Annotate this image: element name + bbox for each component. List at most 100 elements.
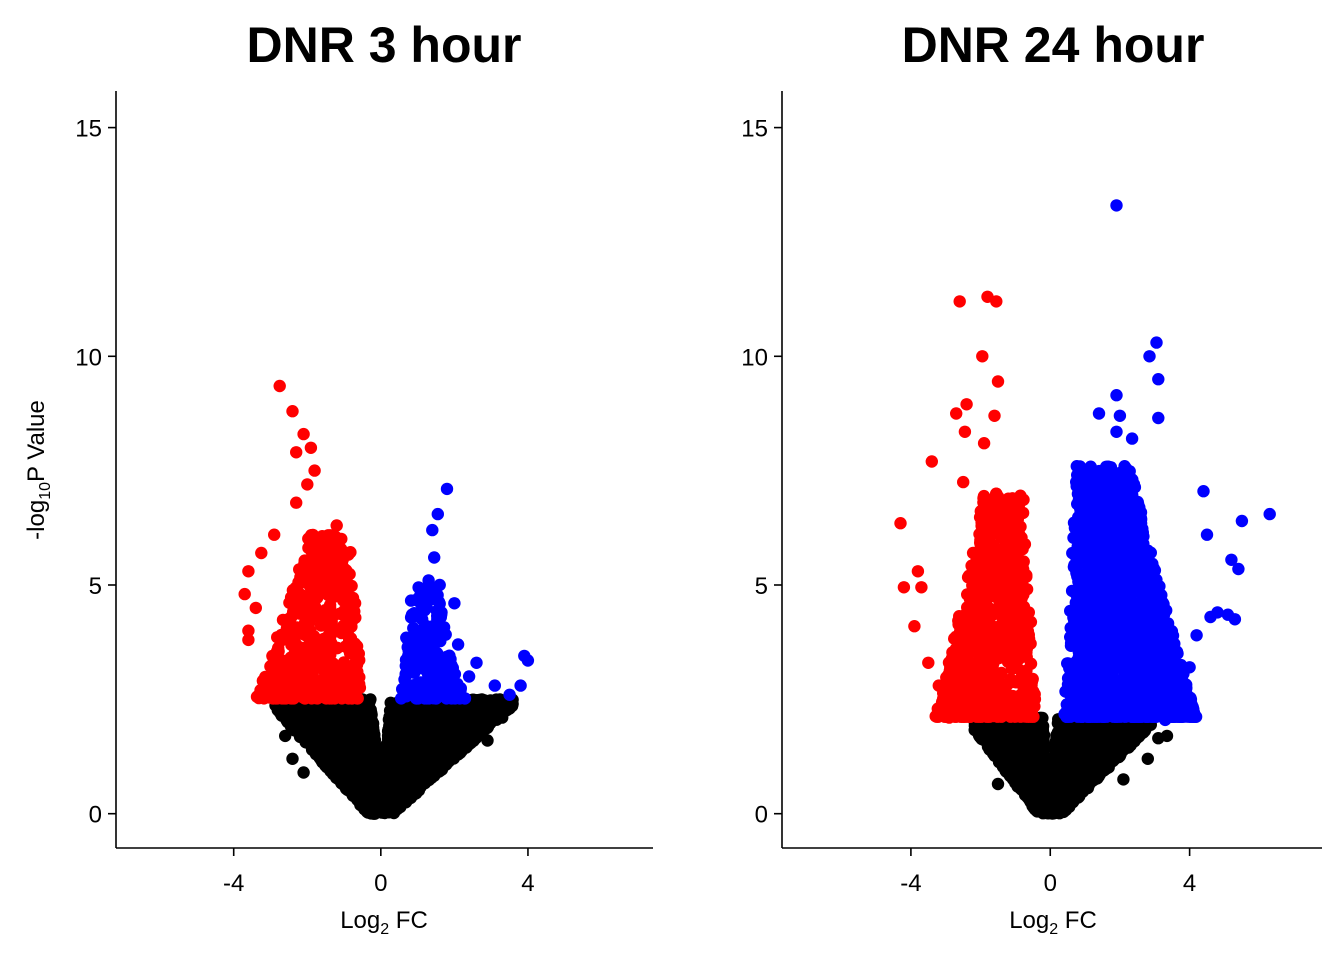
chart-title: DNR 3 hour bbox=[247, 17, 522, 73]
point-upregulated bbox=[454, 684, 467, 697]
point-downregulated bbox=[253, 688, 266, 701]
point-not-significant bbox=[306, 725, 320, 739]
point-downregulated bbox=[304, 441, 318, 454]
point-not-significant bbox=[356, 759, 369, 773]
point-downregulated bbox=[308, 464, 321, 477]
point-not-significant bbox=[436, 759, 450, 773]
point-downregulated bbox=[335, 532, 348, 546]
point-downregulated bbox=[273, 379, 286, 393]
point-upregulated bbox=[488, 679, 501, 692]
point-downregulated bbox=[283, 633, 296, 647]
point-not-significant bbox=[368, 733, 381, 746]
point-downregulated bbox=[288, 621, 301, 634]
point-not-significant bbox=[341, 773, 354, 786]
point-downregulated bbox=[348, 597, 362, 610]
point-downregulated bbox=[343, 646, 357, 660]
scatter-points bbox=[238, 379, 535, 820]
point-downregulated bbox=[290, 496, 303, 509]
point-downregulated bbox=[330, 686, 343, 699]
point-downregulated bbox=[286, 405, 299, 418]
point-not-significant bbox=[434, 744, 447, 757]
point-not-significant bbox=[481, 734, 494, 747]
point-downregulated bbox=[255, 546, 268, 560]
point-not-significant bbox=[331, 705, 345, 718]
point-downregulated bbox=[325, 620, 339, 633]
point-downregulated bbox=[242, 633, 255, 647]
x-tick-label: 4 bbox=[521, 870, 534, 897]
y-axis-label: -log10P Value bbox=[23, 400, 54, 540]
point-not-significant bbox=[350, 748, 363, 761]
point-downregulated bbox=[351, 665, 364, 678]
y-axis-label-prefix: -log bbox=[23, 500, 50, 540]
point-downregulated bbox=[284, 664, 297, 677]
point-downregulated bbox=[268, 671, 281, 684]
point-downregulated bbox=[344, 686, 357, 700]
point-not-significant bbox=[455, 734, 469, 747]
point-not-significant bbox=[390, 745, 403, 758]
point-downregulated bbox=[294, 570, 307, 584]
point-not-significant bbox=[360, 706, 373, 719]
point-upregulated bbox=[434, 652, 448, 666]
point-downregulated bbox=[266, 687, 279, 701]
point-downregulated bbox=[271, 631, 284, 644]
point-downregulated bbox=[309, 587, 322, 600]
point-downregulated bbox=[321, 603, 335, 616]
point-downregulated bbox=[284, 689, 297, 703]
point-upregulated bbox=[426, 523, 439, 537]
point-upregulated bbox=[420, 587, 434, 600]
point-not-significant bbox=[297, 766, 310, 779]
point-downregulated bbox=[335, 558, 349, 571]
point-not-significant bbox=[384, 785, 398, 799]
point-not-significant bbox=[405, 781, 418, 795]
chart-title: DNR 24 hour bbox=[902, 17, 1205, 73]
point-upregulated bbox=[434, 681, 447, 695]
point-upregulated bbox=[400, 690, 413, 703]
point-upregulated bbox=[436, 620, 449, 634]
point-downregulated bbox=[337, 619, 350, 633]
point-downregulated bbox=[271, 644, 284, 658]
y-tick-label: 5 bbox=[89, 573, 102, 600]
point-upregulated bbox=[427, 692, 440, 705]
point-downregulated bbox=[330, 519, 343, 532]
point-downregulated bbox=[256, 674, 270, 688]
point-downregulated bbox=[249, 601, 262, 615]
point-downregulated bbox=[318, 689, 331, 702]
point-not-significant bbox=[352, 774, 365, 788]
point-upregulated bbox=[503, 688, 516, 701]
y-axis-label-tail: P Value bbox=[23, 400, 50, 482]
point-upregulated bbox=[521, 654, 535, 667]
point-not-significant bbox=[392, 724, 405, 737]
point-downregulated bbox=[298, 656, 311, 670]
point-upregulated bbox=[514, 679, 527, 692]
x-axis-label-main: Log bbox=[340, 907, 380, 934]
point-upregulated bbox=[419, 598, 432, 611]
point-not-significant bbox=[467, 734, 480, 747]
point-upregulated bbox=[433, 578, 446, 592]
point-not-significant bbox=[335, 758, 348, 771]
point-not-significant bbox=[304, 715, 317, 728]
x-tick-label: 0 bbox=[374, 870, 387, 897]
point-not-significant bbox=[331, 726, 345, 739]
point-downregulated bbox=[302, 541, 315, 555]
point-not-significant bbox=[279, 729, 292, 743]
point-upregulated bbox=[440, 482, 454, 496]
point-downregulated bbox=[268, 528, 281, 541]
point-not-significant bbox=[344, 732, 358, 745]
point-not-significant bbox=[286, 752, 299, 765]
point-upregulated bbox=[428, 551, 441, 564]
point-downregulated bbox=[338, 546, 352, 559]
point-downregulated bbox=[318, 538, 331, 552]
point-not-significant bbox=[320, 723, 333, 736]
point-not-significant bbox=[324, 748, 337, 761]
point-downregulated bbox=[290, 600, 303, 613]
point-downregulated bbox=[317, 632, 331, 645]
point-not-significant bbox=[468, 723, 481, 736]
y-tick-label: 10 bbox=[75, 344, 102, 371]
point-not-significant bbox=[386, 764, 399, 777]
point-not-significant bbox=[401, 751, 414, 764]
point-not-significant bbox=[278, 704, 291, 717]
point-upregulated bbox=[462, 670, 476, 683]
